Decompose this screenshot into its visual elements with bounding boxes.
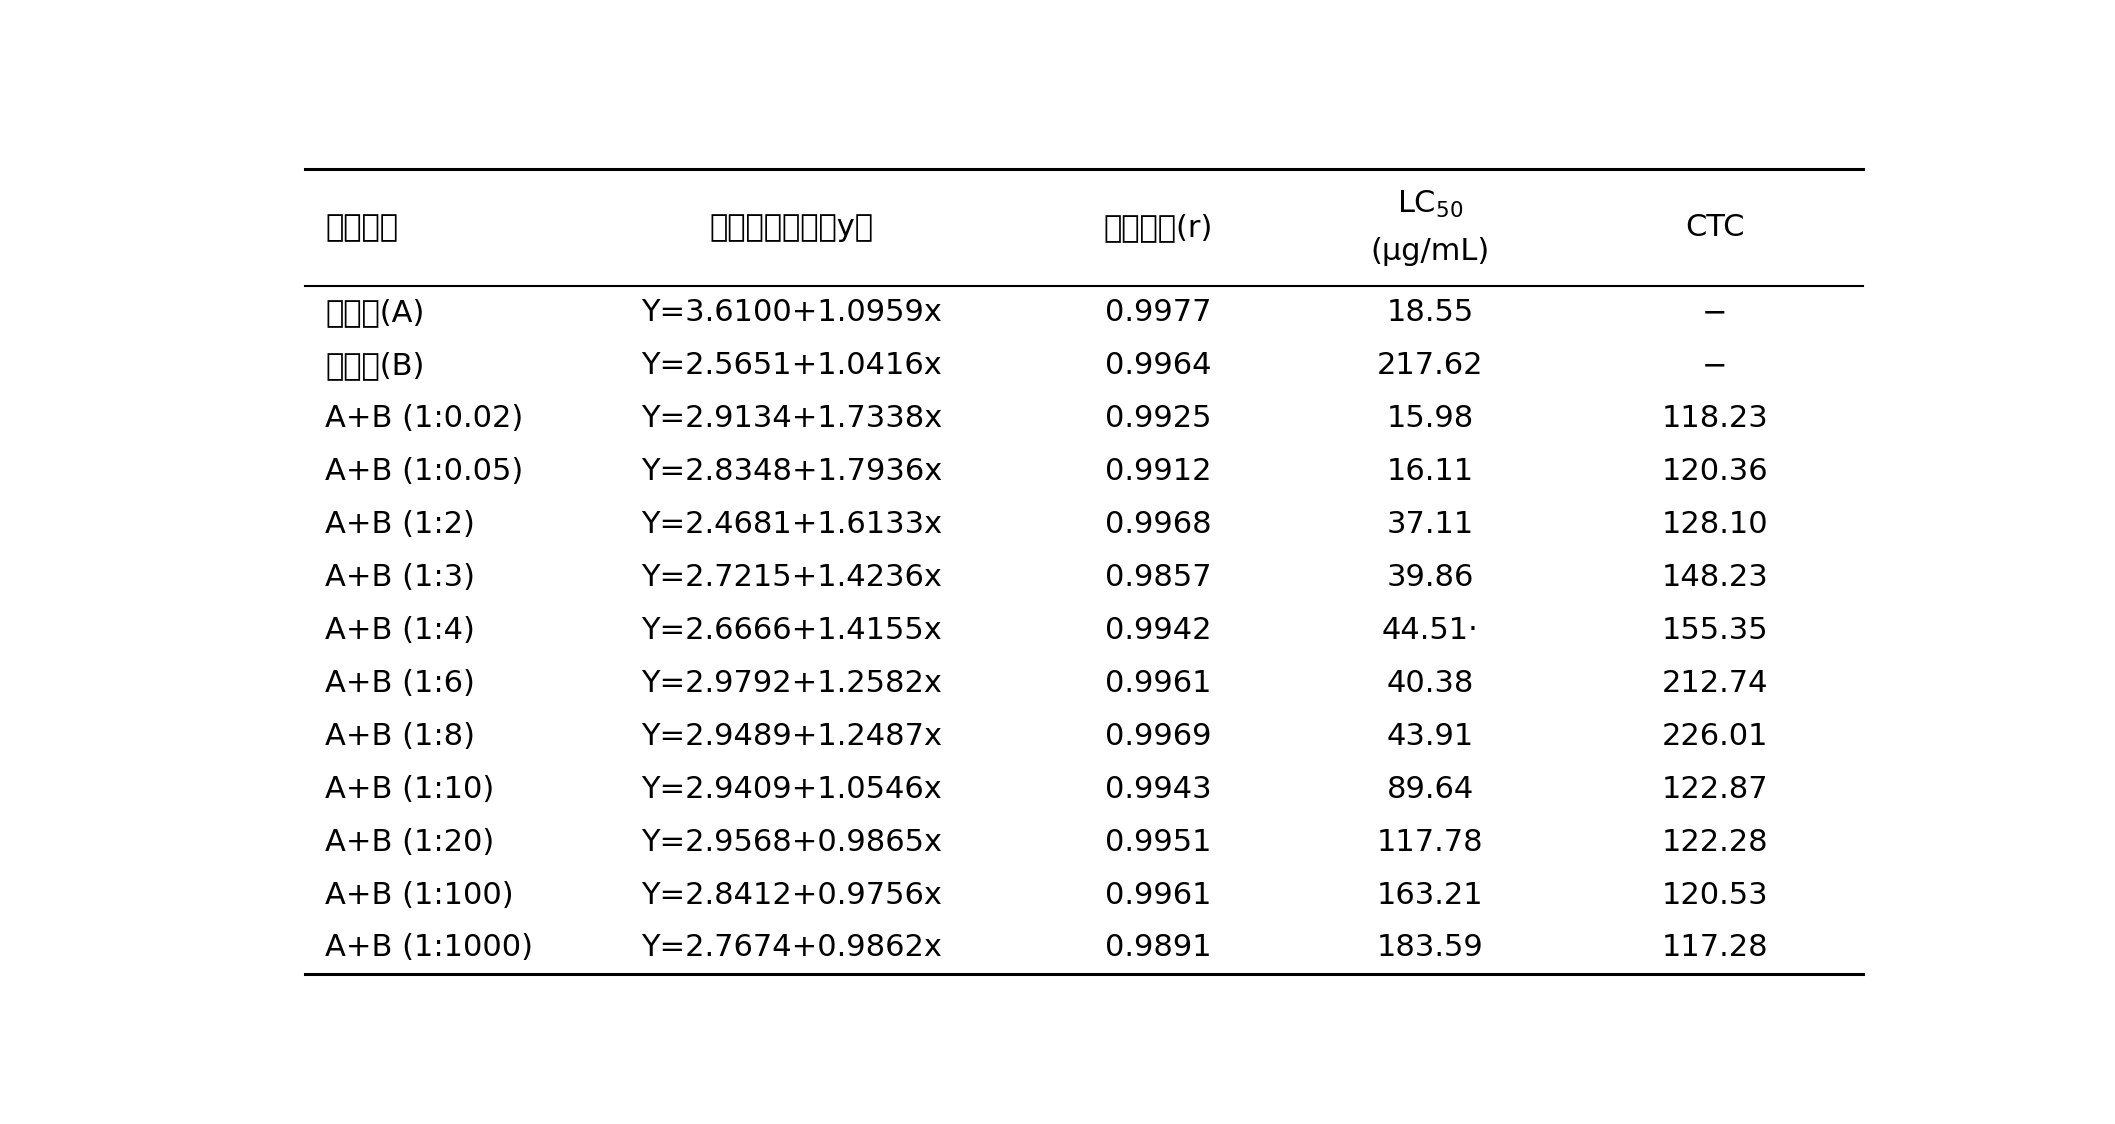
Text: Y=2.9489+1.2487x: Y=2.9489+1.2487x bbox=[641, 722, 943, 751]
Text: A+B (1:3): A+B (1:3) bbox=[326, 563, 476, 592]
Text: 0.9961: 0.9961 bbox=[1104, 669, 1212, 698]
Text: 122.28: 122.28 bbox=[1660, 827, 1768, 856]
Text: CTC: CTC bbox=[1686, 214, 1745, 243]
Text: 16.11: 16.11 bbox=[1387, 457, 1474, 486]
Text: 226.01: 226.01 bbox=[1662, 722, 1768, 751]
Text: 39.86: 39.86 bbox=[1387, 563, 1474, 592]
Text: 茶皌素(B): 茶皌素(B) bbox=[326, 351, 425, 380]
Text: Y=2.9792+1.2582x: Y=2.9792+1.2582x bbox=[641, 669, 943, 698]
Text: −: − bbox=[1703, 351, 1728, 380]
Text: 苦参碱(A): 苦参碱(A) bbox=[326, 298, 425, 327]
Text: A+B (1:10): A+B (1:10) bbox=[326, 774, 495, 804]
Text: 120.53: 120.53 bbox=[1660, 880, 1768, 909]
Text: Y=2.9568+0.9865x: Y=2.9568+0.9865x bbox=[641, 827, 943, 856]
Text: 155.35: 155.35 bbox=[1660, 616, 1768, 645]
Text: 43.91: 43.91 bbox=[1387, 722, 1474, 751]
Text: 122.87: 122.87 bbox=[1660, 774, 1768, 804]
Text: 0.9857: 0.9857 bbox=[1104, 563, 1212, 592]
Text: Y=2.4681+1.6133x: Y=2.4681+1.6133x bbox=[641, 510, 943, 540]
Text: Y=2.5651+1.0416x: Y=2.5651+1.0416x bbox=[641, 351, 943, 380]
Text: 163.21: 163.21 bbox=[1377, 880, 1485, 909]
Text: 212.74: 212.74 bbox=[1662, 669, 1768, 698]
Text: 供试药剂: 供试药剂 bbox=[326, 214, 398, 243]
Text: A+B (1:0.02): A+B (1:0.02) bbox=[326, 405, 522, 433]
Text: Y=2.9134+1.7338x: Y=2.9134+1.7338x bbox=[641, 405, 943, 433]
Text: Y=2.9409+1.0546x: Y=2.9409+1.0546x bbox=[641, 774, 943, 804]
Text: 217.62: 217.62 bbox=[1377, 351, 1483, 380]
Text: 18.55: 18.55 bbox=[1387, 298, 1474, 327]
Text: A+B (1:8): A+B (1:8) bbox=[326, 722, 476, 751]
Text: 117.28: 117.28 bbox=[1660, 933, 1768, 962]
Text: 0.9977: 0.9977 bbox=[1104, 298, 1212, 327]
Text: 44.51·: 44.51· bbox=[1381, 616, 1478, 645]
Text: 15.98: 15.98 bbox=[1387, 405, 1474, 433]
Text: 0.9943: 0.9943 bbox=[1104, 774, 1212, 804]
Text: A+B (1:6): A+B (1:6) bbox=[326, 669, 476, 698]
Text: Y=3.6100+1.0959x: Y=3.6100+1.0959x bbox=[641, 298, 943, 327]
Text: 117.78: 117.78 bbox=[1377, 827, 1485, 856]
Text: 40.38: 40.38 bbox=[1387, 669, 1474, 698]
Text: 0.9912: 0.9912 bbox=[1104, 457, 1212, 486]
Text: A+B (1:100): A+B (1:100) bbox=[326, 880, 514, 909]
Text: Y=2.8348+1.7936x: Y=2.8348+1.7936x bbox=[641, 457, 943, 486]
Text: 0.9891: 0.9891 bbox=[1104, 933, 1212, 962]
Text: Y=2.7674+0.9862x: Y=2.7674+0.9862x bbox=[641, 933, 943, 962]
Text: 0.9968: 0.9968 bbox=[1104, 510, 1212, 540]
Text: A+B (1:2): A+B (1:2) bbox=[326, 510, 476, 540]
Text: 0.9969: 0.9969 bbox=[1104, 722, 1212, 751]
Text: 0.9942: 0.9942 bbox=[1104, 616, 1212, 645]
Text: 37.11: 37.11 bbox=[1387, 510, 1474, 540]
Text: A+B (1:1000): A+B (1:1000) bbox=[326, 933, 533, 962]
Text: 120.36: 120.36 bbox=[1660, 457, 1768, 486]
Text: 0.9961: 0.9961 bbox=[1104, 880, 1212, 909]
Text: A+B (1:0.05): A+B (1:0.05) bbox=[326, 457, 522, 486]
Text: 0.9925: 0.9925 bbox=[1104, 405, 1212, 433]
Text: LC$_{50}$: LC$_{50}$ bbox=[1398, 189, 1464, 220]
Text: 148.23: 148.23 bbox=[1660, 563, 1768, 592]
Text: 0.9951: 0.9951 bbox=[1104, 827, 1212, 856]
Text: 毒力回归方程（y）: 毒力回归方程（y） bbox=[711, 214, 873, 243]
Text: 183.59: 183.59 bbox=[1377, 933, 1485, 962]
Text: A+B (1:4): A+B (1:4) bbox=[326, 616, 476, 645]
Text: −: − bbox=[1703, 298, 1728, 327]
Text: (μg/mL): (μg/mL) bbox=[1371, 237, 1491, 265]
Text: 128.10: 128.10 bbox=[1660, 510, 1768, 540]
Text: A+B (1:20): A+B (1:20) bbox=[326, 827, 495, 856]
Text: Y=2.6666+1.4155x: Y=2.6666+1.4155x bbox=[641, 616, 943, 645]
Text: 118.23: 118.23 bbox=[1660, 405, 1768, 433]
Text: Y=2.8412+0.9756x: Y=2.8412+0.9756x bbox=[641, 880, 943, 909]
Text: 0.9964: 0.9964 bbox=[1104, 351, 1212, 380]
Text: 89.64: 89.64 bbox=[1387, 774, 1474, 804]
Text: 相关系数(r): 相关系数(r) bbox=[1104, 214, 1212, 243]
Text: Y=2.7215+1.4236x: Y=2.7215+1.4236x bbox=[641, 563, 943, 592]
